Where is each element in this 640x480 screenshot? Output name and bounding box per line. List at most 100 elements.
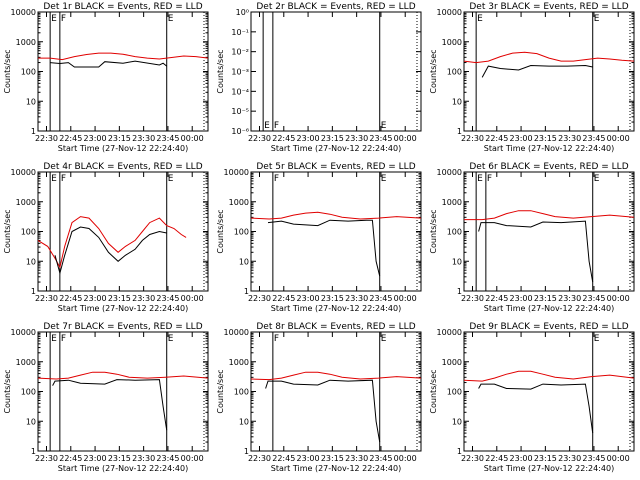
y-tick-label: 10	[452, 257, 462, 266]
event-marker-label: E	[594, 174, 600, 184]
y-tick-label: 1	[31, 287, 36, 296]
x-axis-label: Start Time (27-Nov-12 22:24:40)	[271, 464, 401, 473]
red-lld-line	[463, 370, 635, 382]
y-tick-label: 10⁻¹	[231, 28, 249, 37]
y-axis-label: Counts/sec	[429, 369, 438, 413]
x-tick-label: 22:30	[461, 134, 484, 143]
y-tick-label: 10⁻²	[231, 48, 249, 57]
event-marker-label: F	[61, 334, 66, 344]
x-tick-label: 23:30	[558, 134, 581, 143]
y-tick-label: 10⁻⁴	[231, 87, 249, 96]
event-marker-label: E	[477, 174, 483, 184]
y-tick-label: 100	[234, 228, 249, 237]
x-tick-label: 22:30	[461, 294, 484, 303]
x-axis-label: Start Time (27-Nov-12 22:24:40)	[484, 464, 614, 473]
x-tick-label: 22:30	[461, 454, 484, 463]
x-tick-label: 22:30	[35, 454, 58, 463]
y-tick-label: 1000	[229, 358, 249, 367]
y-axis-label: Counts/sec	[429, 209, 438, 253]
x-tick-label: 23:45	[369, 134, 392, 143]
panel-7: Det 7r BLACK = Events, RED = LLD 1 10 100 10…	[3, 322, 209, 473]
x-tick-label: 23:45	[156, 134, 179, 143]
plot-frame	[250, 11, 422, 132]
y-tick-label: 10	[239, 417, 249, 426]
y-tick-label: 1	[457, 447, 462, 456]
x-tick-label: 23:00	[510, 134, 533, 143]
x-tick-label: 23:30	[132, 454, 155, 463]
x-tick-label: 23:15	[321, 294, 344, 303]
x-tick-label: 23:30	[558, 454, 581, 463]
x-tick-label: 22:45	[485, 294, 508, 303]
event-marker-label: F	[274, 334, 279, 344]
event-marker-label: F	[274, 174, 279, 184]
panel-title: Det 3r BLACK = Events, RED = LLD	[469, 2, 628, 12]
x-tick-label: 23:15	[108, 134, 131, 143]
y-tick-label: 100	[447, 388, 462, 397]
x-tick-label: 23:00	[84, 294, 107, 303]
x-tick-label: 23:15	[534, 134, 557, 143]
y-tick-label: 10⁻⁶	[231, 127, 249, 136]
panel-title: Det 7r BLACK = Events, RED = LLD	[43, 322, 202, 332]
red-lld-line	[38, 52, 209, 61]
y-tick-label: 10	[26, 97, 36, 106]
y-tick-label: 100	[447, 68, 462, 77]
y-tick-label: 100	[21, 68, 36, 77]
red-lld-line	[37, 216, 187, 269]
red-lld-line	[463, 51, 635, 64]
x-tick-label: 23:30	[558, 294, 581, 303]
y-axis-label: Counts/sec	[3, 49, 12, 93]
x-tick-label: 23:45	[369, 454, 392, 463]
event-marker-label: E	[51, 14, 57, 24]
x-tick-label: 23:15	[534, 454, 557, 463]
x-tick-label: 23:45	[582, 294, 605, 303]
x-tick-label: 00:00	[394, 454, 417, 463]
x-axis-label: Start Time (27-Nov-12 22:24:40)	[58, 304, 188, 313]
event-marker-label: E	[168, 174, 174, 184]
y-tick-label: 1000	[16, 358, 36, 367]
x-tick-label: 23:45	[582, 134, 605, 143]
x-tick-label: 23:00	[297, 454, 320, 463]
y-tick-label: 1000	[442, 38, 462, 47]
red-lld-line	[250, 371, 422, 381]
red-lld-line	[37, 371, 209, 380]
x-tick-label: 23:00	[297, 294, 320, 303]
y-tick-label: 1	[31, 127, 36, 136]
y-axis-label: Counts/sec	[216, 209, 225, 253]
x-tick-label: 22:45	[485, 454, 508, 463]
panel-title: Det 4r BLACK = Events, RED = LLD	[43, 162, 202, 172]
y-tick-label: 10⁰	[236, 8, 249, 17]
x-tick-label: 23:30	[132, 134, 155, 143]
x-tick-label: 00:00	[607, 134, 630, 143]
black-events-line	[52, 379, 168, 431]
x-tick-label: 00:00	[394, 294, 417, 303]
x-tick-label: 22:30	[248, 454, 271, 463]
x-tick-label: 22:30	[35, 294, 58, 303]
event-marker-label: F	[61, 174, 66, 184]
x-tick-label: 00:00	[181, 134, 204, 143]
x-axis-label: Start Time (27-Nov-12 22:24:40)	[484, 304, 614, 313]
event-marker-label: F	[61, 14, 66, 24]
x-tick-label: 23:00	[510, 294, 533, 303]
y-tick-label: 10⁻³	[231, 68, 249, 77]
black-events-line	[54, 226, 167, 276]
plot-frame	[463, 331, 635, 452]
panel-3: Det 3r BLACK = Events, RED = LLD 1 10 100 10…	[429, 2, 635, 153]
y-tick-label: 100	[447, 228, 462, 237]
y-tick-label: 10	[452, 417, 462, 426]
y-tick-label: 10⁻⁵	[231, 107, 249, 116]
plot-frame	[37, 331, 209, 452]
red-lld-line	[250, 211, 422, 220]
y-tick-label: 1000	[229, 198, 249, 207]
y-tick-label: 1000	[16, 198, 36, 207]
panel-1: Det 1r BLACK = Events, RED = LLD 1 10 100 10…	[3, 2, 209, 153]
y-tick-label: 10	[26, 417, 36, 426]
y-tick-label: 100	[21, 228, 36, 237]
y-tick-label: 1000	[16, 38, 36, 47]
plot-frame	[250, 331, 422, 452]
y-tick-label: 10000	[11, 168, 36, 177]
x-tick-label: 22:45	[272, 294, 295, 303]
x-tick-label: 22:45	[272, 454, 295, 463]
x-tick-label: 22:45	[59, 294, 82, 303]
x-axis-label: Start Time (27-Nov-12 22:24:40)	[271, 144, 401, 153]
